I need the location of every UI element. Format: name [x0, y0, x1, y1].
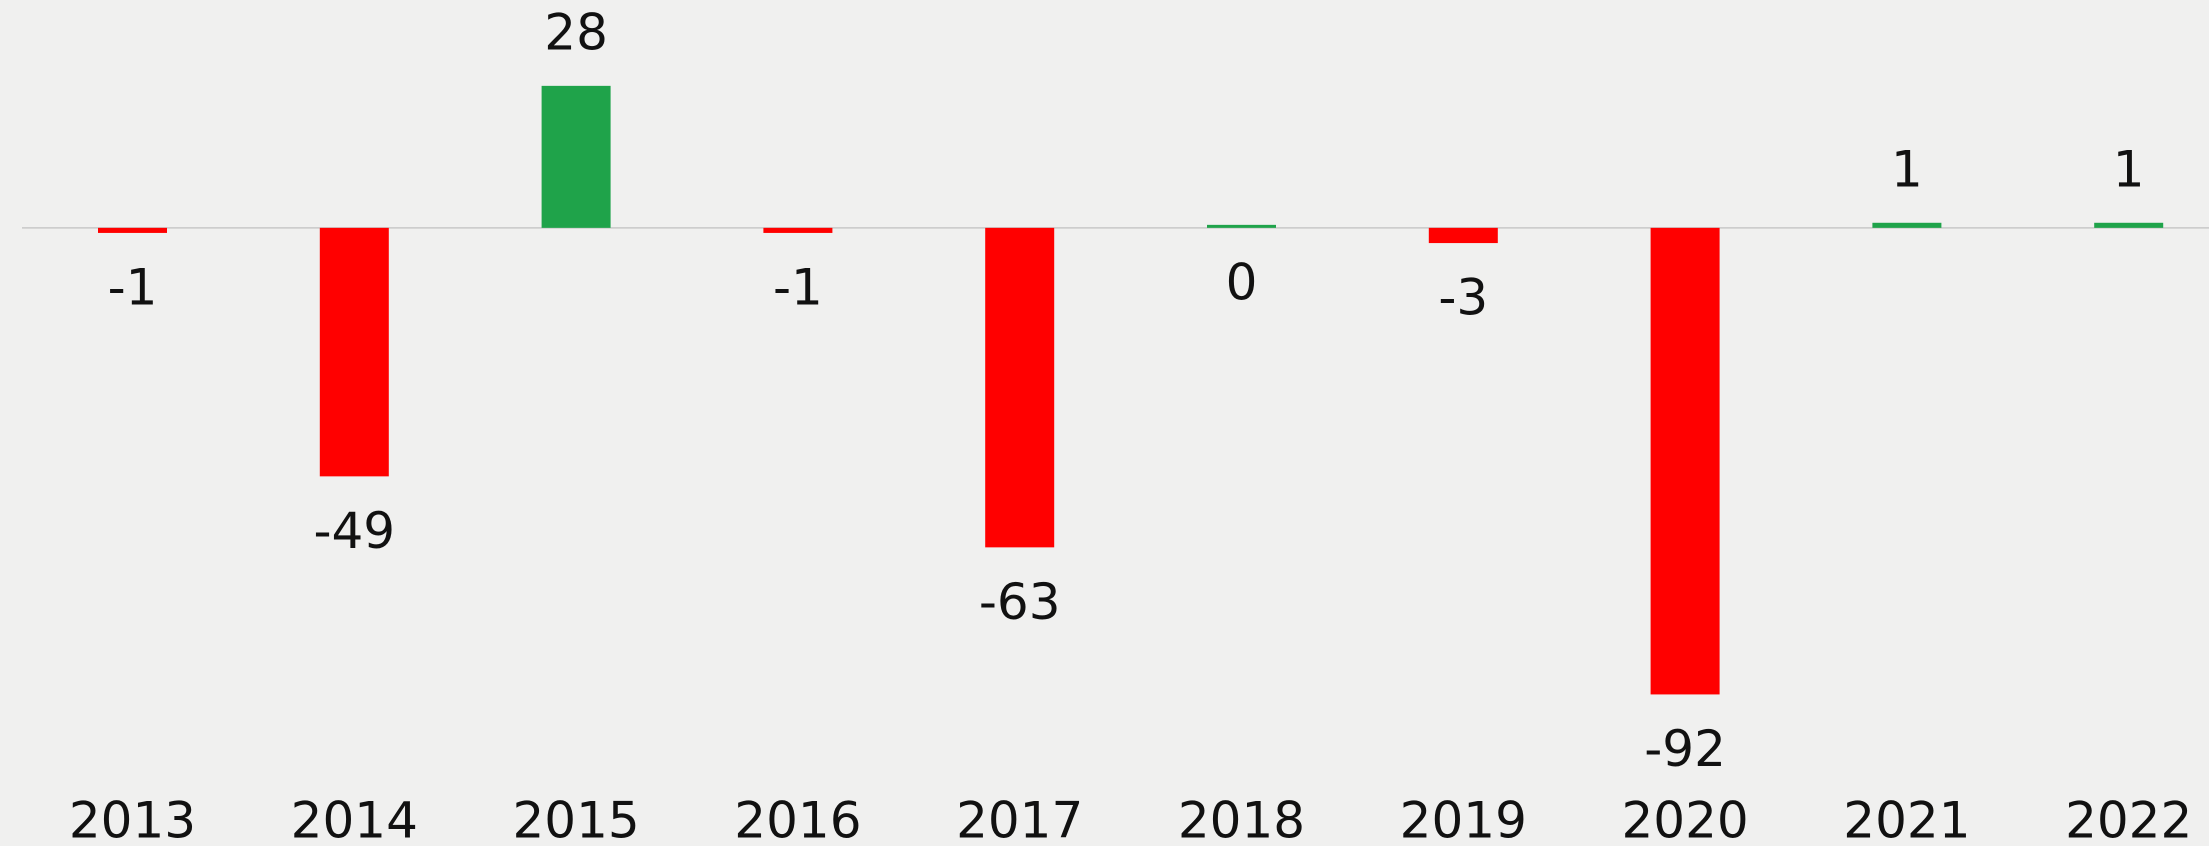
value-label: -49	[313, 502, 395, 560]
bar	[541, 85, 611, 228]
value-label: 1	[2113, 140, 2145, 198]
x-tick-label: 2019	[1400, 792, 1527, 846]
bar	[985, 227, 1055, 548]
value-label: 0	[1226, 253, 1258, 311]
bar	[1650, 227, 1720, 695]
x-tick-label: 2021	[1843, 792, 1970, 846]
x-tick-label: 2016	[734, 792, 861, 846]
value-label: -1	[108, 258, 158, 316]
value-label: -63	[979, 573, 1061, 631]
value-label: -92	[1644, 720, 1726, 778]
value-label: -3	[1438, 269, 1488, 327]
bar	[763, 227, 833, 233]
bar	[2094, 222, 2164, 228]
bar	[319, 227, 389, 477]
bar	[1872, 222, 1942, 228]
x-tick-label: 2015	[512, 792, 639, 846]
bar	[1207, 224, 1276, 228]
x-tick-label: 2018	[1178, 792, 1305, 846]
x-tick-label: 2020	[1621, 792, 1748, 846]
bar	[98, 227, 167, 233]
value-label: 1	[1891, 140, 1923, 198]
x-tick-label: 2017	[956, 792, 1083, 846]
value-label: 28	[544, 3, 608, 61]
value-label: -1	[773, 258, 823, 316]
x-tick-label: 2013	[69, 792, 196, 846]
x-tick-label: 2022	[2065, 792, 2192, 846]
x-tick-label: 2014	[291, 792, 418, 846]
bar	[1428, 227, 1498, 244]
